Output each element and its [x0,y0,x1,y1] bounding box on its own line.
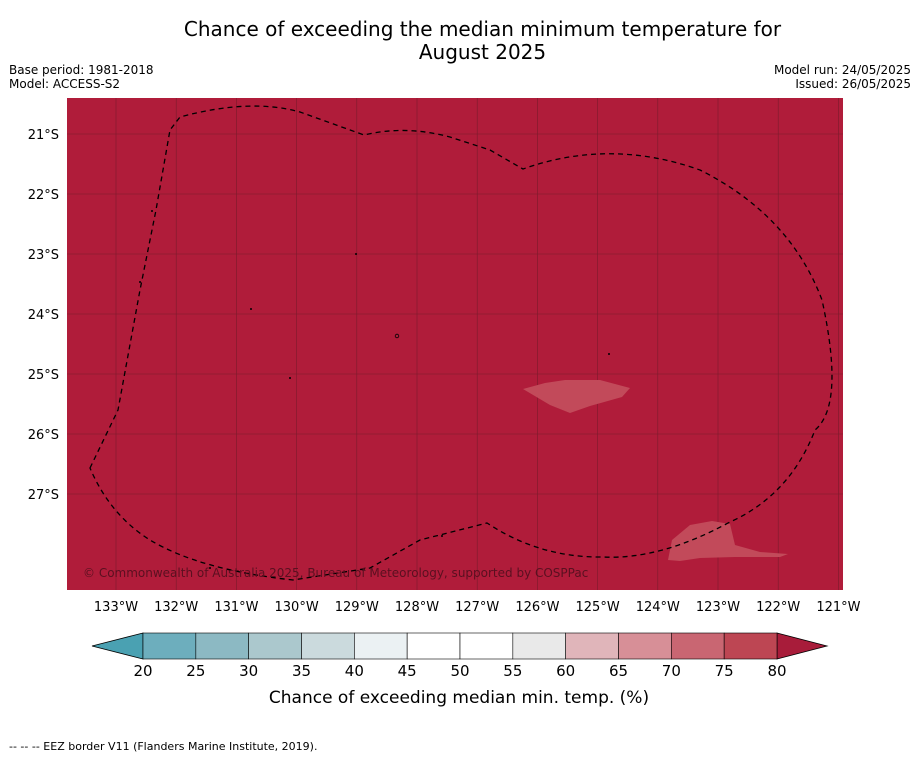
islet-markers [139,210,610,569]
lon-label: 130°W [275,600,319,615]
lon-label: 129°W [335,600,379,615]
issued-date: Issued: 26/05/2025 [795,77,911,91]
model-run: Model run: 24/05/2025 [773,63,911,77]
longitude-labels: 133°W 132°W 131°W 130°W 129°W 128°W 127°W 126°W… [94,600,861,615]
lon-label: 131°W [214,600,258,615]
lon-label: 132°W [154,600,198,615]
warm-patch-southeast [668,521,788,561]
lon-label: 121°W [816,600,860,615]
colorbar-bin [248,632,302,660]
islet-dot [355,253,357,255]
eez-border [89,105,833,581]
base-period: Base period: 1981-2018 [9,63,154,77]
colorbar-bin [406,632,461,660]
lon-label: 128°W [395,600,439,615]
lat-label: 21°S [28,128,59,143]
colorbar-tick-label: 60 [556,662,575,680]
colorbar-bin [512,632,566,660]
islet-dot [151,210,153,212]
colorbar-bin [723,632,778,660]
colorbar-bin [354,632,408,660]
colorbar-bin [618,632,672,660]
lat-label: 23°S [28,248,59,263]
lat-label: 25°S [28,368,59,383]
lon-label: 126°W [515,600,559,615]
title-line-1: Chance of exceeding the median minimum t… [183,17,782,41]
title-line-2: August 2025 [418,40,547,64]
islet-dot [209,567,211,569]
colorbar-tick-label: 35 [292,662,311,680]
colorbar-tick-label: 55 [503,662,522,680]
colorbar-bin [301,632,355,660]
lon-label: 125°W [576,600,620,615]
gridlines [67,98,843,590]
colorbar-bin [195,632,249,660]
latitude-labels: 21°S 22°S 23°S 24°S 25°S 26°S 27°S [28,128,59,503]
islet-dot [608,353,610,355]
colorbar-bin [671,632,725,660]
eez-legend: -- -- -- EEZ border V11 (Flanders Marine… [9,740,318,753]
islet-dot [394,333,400,339]
map-title: Chance of exceeding the median minimum t… [0,18,919,64]
colorbar-low-extend [91,632,144,660]
colorbar-tick-label: 50 [450,662,469,680]
colorbar-bin [565,632,619,660]
colorbar-tick-label: 45 [398,662,417,680]
islet-dot [250,308,252,310]
meta-left: Base period: 1981-2018 Model: ACCESS-S2 [9,63,154,91]
colorbar-tick-label: 25 [186,662,205,680]
colorbar-high-extend [776,632,829,660]
lat-label: 24°S [28,308,59,323]
lon-label: 133°W [94,600,138,615]
colorbar: 20 25 30 35 40 45 50 55 60 65 70 75 80 [91,632,829,680]
colorbar-label: Chance of exceeding median min. temp. (%… [269,688,649,708]
lon-label: 123°W [696,600,740,615]
lon-label: 127°W [455,600,499,615]
colorbar-tick-label: 75 [715,662,734,680]
lat-label: 22°S [28,188,59,203]
lat-label: 26°S [28,428,59,443]
colorbar-bin [459,632,514,660]
warm-patch-center [523,380,630,413]
islet-dot [441,535,443,537]
meta-right: Model run: 24/05/2025 Issued: 26/05/2025 [774,63,911,91]
lon-label: 124°W [636,600,680,615]
colorbar-tick-label: 40 [345,662,364,680]
model-name: Model: ACCESS-S2 [9,77,121,91]
lon-label: 122°W [756,600,800,615]
islet-dot [139,281,141,283]
colorbar-tick-label: 80 [767,662,786,680]
colorbar-tick-label: 65 [609,662,628,680]
map-area [67,98,843,590]
islet-dot [289,377,291,379]
colorbar-tick-label: 30 [239,662,258,680]
colorbar-tick-label: 70 [662,662,681,680]
colorbar-tick-label: 20 [133,662,152,680]
colorbar-bin [142,632,197,660]
lat-label: 27°S [28,488,59,503]
copyright-text: © Commonwealth of Australia 2025, Bureau… [83,566,588,580]
